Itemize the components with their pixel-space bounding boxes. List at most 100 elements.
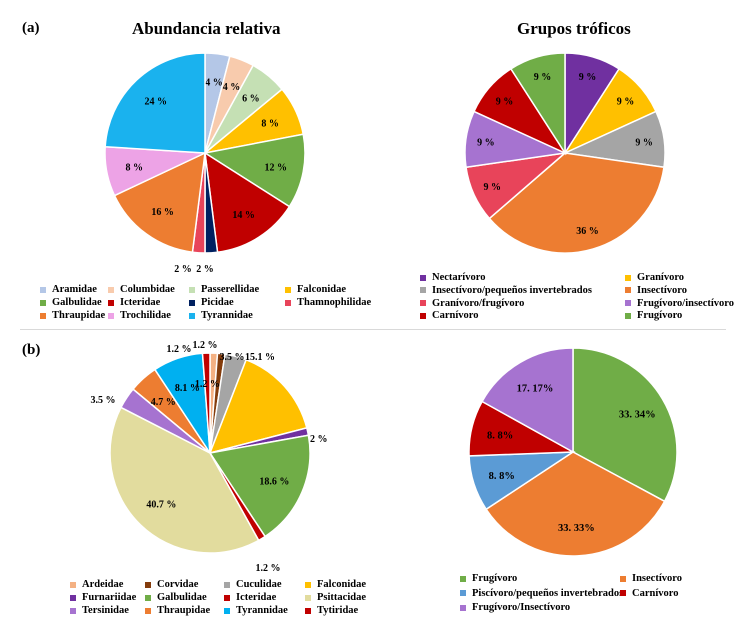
legend-label: Psittacidae (317, 592, 366, 603)
legend-swatch (145, 581, 151, 588)
legend-item-galbulidae: Galbulidae (40, 296, 102, 309)
legend-item-frugivoro-insectivoro: Frugívoro/Insectívoro (460, 601, 570, 614)
legend-item-granivoro: Granívoro (625, 271, 684, 284)
data-label-icteridae: 14 % (232, 210, 255, 221)
legend-label: Galbulidae (52, 297, 102, 308)
legend-label: Insectívoro (632, 573, 682, 584)
pie-slice-galbulidae (202, 133, 306, 208)
legend-swatch (108, 312, 114, 319)
legend-swatch (620, 590, 626, 596)
legend-item-tersinidae: Tersinidae (70, 604, 129, 617)
legend-item-tytiridae: Tytiridae (305, 604, 358, 617)
data-label-insectivoro-pequenos-invertebrados: 9 % (635, 138, 653, 149)
pie-abundancia-relativa: 4 % 4 %6 %8 %12 %14 %2 %2 %16 %8 %24 % (104, 52, 306, 275)
legend-item-falconidae: Falconidae (305, 578, 366, 591)
legend-swatch (420, 300, 426, 307)
legend-item-tyrannidae: Tyrannidae (224, 604, 288, 617)
legend-item-insectivoro-pequenos-invertebrados: Insectívoro/pequeños invertebrados (420, 284, 592, 297)
panel-label-a: (a) (22, 20, 40, 36)
data-label-granivoro-frugivoro: 9 % (483, 182, 501, 193)
legend-swatch (189, 299, 195, 306)
data-label-furnariidae: 1.2 % (303, 434, 328, 445)
data-label-tyrannidae: 24 % (144, 97, 167, 108)
legend-swatch (285, 299, 291, 306)
legend-swatch (305, 581, 311, 588)
legend-swatch (625, 312, 631, 319)
data-label-psittacidae: 40.7 % (146, 499, 176, 510)
legend-item-ardeidae: Ardeidae (70, 578, 123, 591)
data-label-thraupidae: 16 % (151, 207, 174, 218)
legend-swatch (70, 594, 76, 601)
legend-label: Thraupidae (157, 605, 211, 616)
legend-label: Frugívoro/insectívoro (637, 297, 735, 309)
legend-label: Furnariidae (82, 592, 137, 603)
legend-swatch (108, 299, 114, 306)
data-label-galbulidae: 18.6 % (259, 477, 289, 488)
legend-item-insectivoro: Insectívoro (625, 284, 687, 297)
legend-item-icteridae: Icteridae (108, 296, 160, 309)
legend-swatch (40, 286, 46, 293)
legend-label: Frugívoro (472, 573, 518, 584)
legend-item-columbidae: Columbidae (108, 283, 175, 296)
data-label-galbulidae: 12 % (264, 162, 287, 173)
legend-label: Piscívoro/pequeños invertebrados (472, 587, 624, 599)
legend-swatch (305, 594, 311, 601)
legend-swatch (224, 594, 230, 601)
pie-grupos-troficos: 9 % 9 % 9 % 36 % 9 % 9 % 9 % 9 % (464, 52, 666, 254)
legend-swatch (460, 575, 466, 582)
legend-swatch (460, 590, 466, 596)
pie-slice-frugivoro (572, 347, 678, 503)
legend-label: Frugívoro/Insectívoro (472, 602, 571, 613)
data-label-carnivoro: 9 % (496, 97, 514, 108)
pie-slice-falconidae (208, 358, 308, 455)
legend-swatch (625, 287, 631, 294)
legend-label: Carnívoro (632, 587, 679, 599)
legend-abundancia: Aramidae Columbidae Passerellidae Falconida… (40, 283, 380, 323)
pie-slice-frugivoro (509, 52, 566, 156)
data-label-aramidae: 4 % (205, 78, 223, 89)
data-label-frugivoro: 33. 34% (619, 410, 656, 421)
legend-item-psittacidae: Psittacidae (305, 591, 366, 604)
data-label-thamnophilidae: 2 % (174, 264, 192, 275)
legend-label: Thraupidae (52, 310, 106, 321)
pie-slice-tytiridae (201, 352, 211, 454)
legend-swatch (70, 607, 76, 614)
data-label-tytiridae: 1.2 % (195, 379, 220, 390)
legend-swatch (620, 575, 626, 582)
legend-label: Picidae (201, 297, 234, 308)
data-label-frugivoro: 9 % (534, 72, 552, 83)
data-label-passerellidae: 6 % (242, 94, 260, 105)
data-label-tyrannidae: 8.1 % (175, 383, 200, 394)
data-label-falconidae: 8 % (261, 118, 279, 129)
legend-grupos: Nectarívoro Granívoro Insectívoro/pequeños… (420, 271, 734, 323)
legend-item-falconidae: Falconidae (285, 283, 346, 296)
data-label-columbidae: 4 % (223, 82, 241, 93)
legend-label: Columbidae (120, 284, 175, 295)
data-label-insectivoro: 36 % (576, 226, 599, 237)
legend-label: Granívoro (637, 272, 685, 283)
legend-item-corvidae: Corvidae (145, 578, 198, 591)
legend-swatch (460, 604, 466, 611)
legend-label: Tytiridae (317, 605, 359, 616)
legend-label: Passerellidae (201, 284, 260, 295)
legend-item-icteridae: Icteridae (224, 591, 276, 604)
data-label-trochilidae: 8 % (126, 162, 144, 173)
data-label-frugivoro-insectivoro: 9 % (477, 138, 495, 149)
legend-swatch (625, 300, 631, 307)
data-label-falconidae: 15.1 % (245, 352, 275, 363)
legend-label: Thamnophilidae (297, 297, 372, 308)
data-label-thraupidae: 4.7 % (151, 397, 176, 408)
legend-item-trochilidae: Trochilidae (108, 309, 171, 322)
legend-label: Granívoro/frugívoro (432, 297, 525, 309)
data-label-insectivoro: 33. 33% (558, 523, 595, 534)
data-label-ardeidae: 1.2 % (167, 344, 192, 355)
data-label-nectarivoro: 9 % (579, 72, 597, 83)
legend-label: Insectívoro/pequeños invertebrados (432, 284, 592, 296)
legend-swatch (420, 274, 426, 281)
legend-label: Corvidae (157, 579, 199, 590)
data-label-granivoro: 9 % (617, 97, 635, 108)
legend-swatch (224, 581, 230, 588)
legend-item-frugivoro-insectivoro: Frugívoro/insectívoro (625, 297, 734, 310)
legend-swatch (420, 312, 426, 319)
